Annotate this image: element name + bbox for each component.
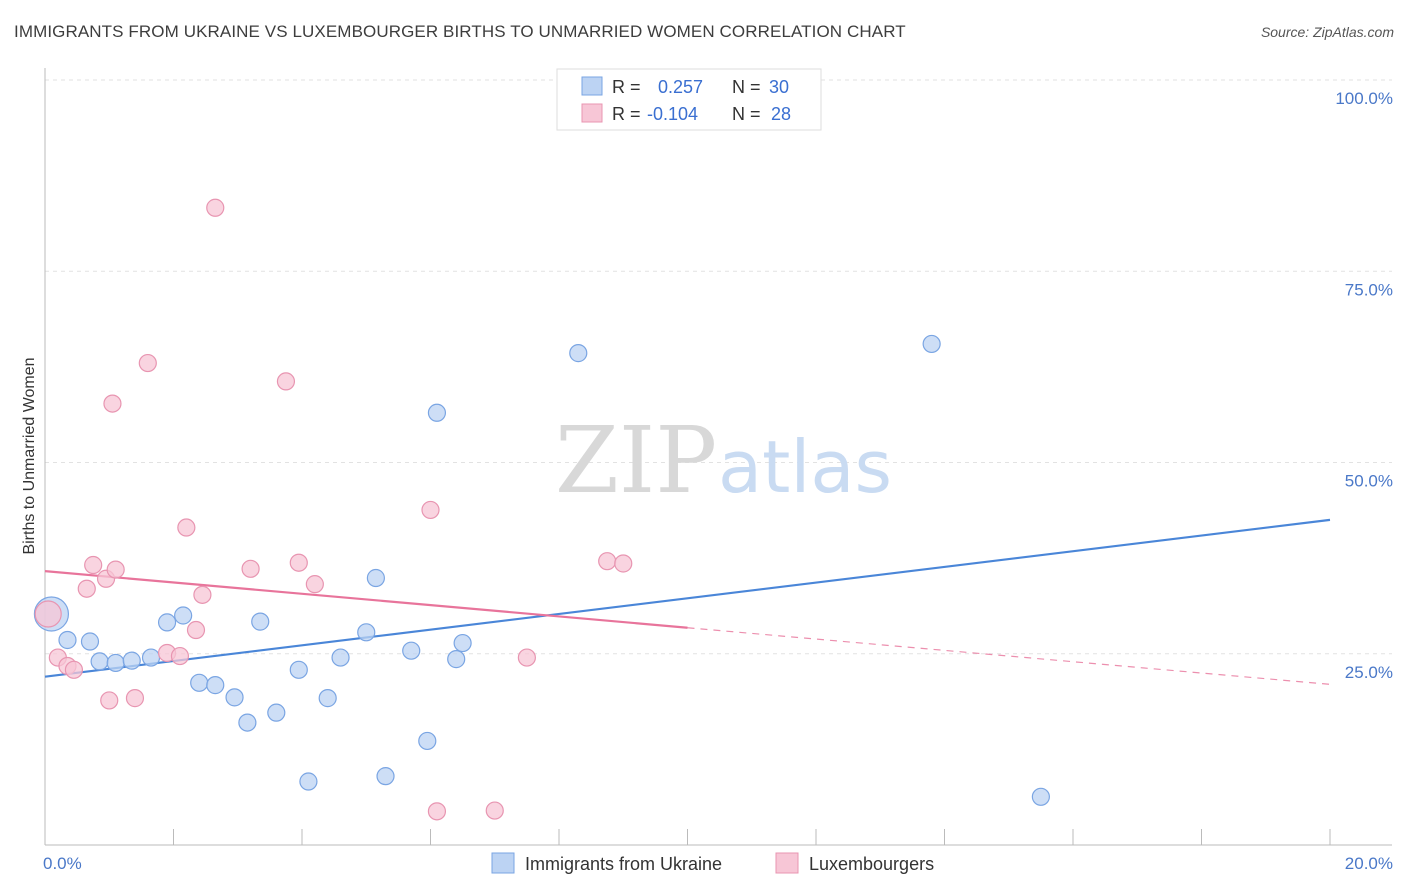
luxembourger-point <box>84 555 103 575</box>
x-tick-label: 0.0% <box>43 854 82 873</box>
bottom-legend-label-luxembourgers: Luxembourgers <box>809 854 934 874</box>
legend-r-value-ukraine: 0.257 <box>658 77 703 97</box>
luxembourger-point <box>305 575 324 594</box>
ukraine-point <box>402 641 421 660</box>
ukraine-point <box>318 689 337 708</box>
ukraine-point <box>569 344 588 363</box>
y-axis-label: Births to Unmarried Women <box>21 357 38 554</box>
luxembourger-point <box>34 600 62 628</box>
ukraine-point <box>922 334 941 354</box>
ukraine-point <box>357 623 376 642</box>
ukraine-point <box>289 660 308 679</box>
luxembourger-point <box>289 553 308 572</box>
luxembourger-point <box>125 689 145 708</box>
luxembourger-point <box>64 660 84 679</box>
legend-r-label-ukraine: R = <box>612 77 641 97</box>
luxembourger-point <box>193 585 212 604</box>
source-credit: Source: ZipAtlas.com <box>1260 24 1394 40</box>
data-points <box>33 198 1050 821</box>
chart-title: IMMIGRANTS FROM UKRAINE VS LUXEMBOURGER … <box>14 22 906 41</box>
ukraine-point <box>447 650 466 669</box>
luxembourger-point <box>106 560 125 579</box>
luxembourger-point <box>206 198 225 217</box>
legend-swatch-luxembourgers <box>581 103 603 123</box>
ukraine-point <box>174 606 193 625</box>
stats-legend: R = 0.257 N = 30 R = -0.104 N = 28 <box>556 68 822 131</box>
ukraine-point <box>331 648 350 667</box>
luxembourger-point <box>276 372 296 391</box>
y-tick-label: 75.0% <box>1345 280 1393 299</box>
ukraine-point <box>418 731 437 751</box>
ukraine-point <box>453 633 472 653</box>
trend-lines <box>44 518 1331 685</box>
ukraine-point <box>366 568 385 588</box>
ukraine-point <box>141 648 161 667</box>
luxembourger-point <box>77 579 96 598</box>
ukraine-point <box>58 630 77 650</box>
ukraine-point <box>1031 787 1050 806</box>
luxembourger-point <box>241 559 260 578</box>
legend-n-label-ukraine: N = <box>732 77 761 97</box>
legend-n-value-ukraine: 30 <box>769 77 789 97</box>
y-tick-label: 100.0% <box>1335 89 1393 108</box>
ukraine-point <box>267 703 286 722</box>
luxembourger-point <box>177 518 196 537</box>
ukraine-point <box>122 651 141 670</box>
luxembourger-point <box>517 648 536 667</box>
trend-line-1 <box>44 570 688 629</box>
y-tick-label: 25.0% <box>1345 663 1393 682</box>
ukraine-point <box>206 676 225 695</box>
ukraine-point <box>90 652 109 671</box>
luxembourger-point <box>138 353 157 373</box>
luxembourger-point <box>100 691 119 710</box>
axes <box>44 68 1392 846</box>
ukraine-point <box>190 673 209 692</box>
ukraine-point <box>106 653 125 673</box>
ukraine-point <box>157 613 177 632</box>
luxembourger-point <box>427 802 447 821</box>
luxembourger-point <box>103 394 122 413</box>
legend-n-value-luxembourgers: 28 <box>771 104 791 124</box>
y-tick-label: 50.0% <box>1345 472 1393 491</box>
luxembourger-point <box>598 552 617 571</box>
ukraine-point <box>427 403 447 422</box>
luxembourger-point <box>485 801 504 820</box>
legend-n-label-luxembourgers: N = <box>732 104 761 124</box>
legend-r-label-luxembourgers: R = <box>612 104 641 124</box>
x-tick-label: 20.0% <box>1345 854 1393 873</box>
luxembourger-point <box>170 646 190 666</box>
luxembourger-point <box>186 620 206 640</box>
y-tick-labels: 100.0% 75.0% 50.0% 25.0% <box>1335 89 1393 682</box>
series-legend: Immigrants from Ukraine Luxembourgers <box>491 852 934 874</box>
ukraine-point <box>376 767 395 786</box>
ukraine-point <box>80 632 100 651</box>
luxembourger-point <box>614 554 633 573</box>
luxembourger-point <box>421 500 440 520</box>
bottom-legend-swatch-luxembourgers <box>775 852 799 874</box>
x-tick-labels: 0.0% 20.0% <box>43 854 1393 873</box>
watermark-zip: ZIP <box>555 407 717 514</box>
bottom-legend-swatch-ukraine <box>491 852 515 874</box>
legend-swatch-ukraine <box>581 76 603 96</box>
watermark-atlas: atlas <box>718 425 892 509</box>
ukraine-point <box>299 772 318 791</box>
ukraine-point <box>251 612 270 631</box>
ukraine-point <box>225 688 244 707</box>
bottom-legend-label-ukraine: Immigrants from Ukraine <box>525 854 722 874</box>
ukraine-point <box>238 713 257 732</box>
legend-r-value-luxembourgers: -0.104 <box>647 104 698 124</box>
trend-line-0 <box>44 518 1331 678</box>
trend-line-extension-1 <box>687 627 1331 685</box>
